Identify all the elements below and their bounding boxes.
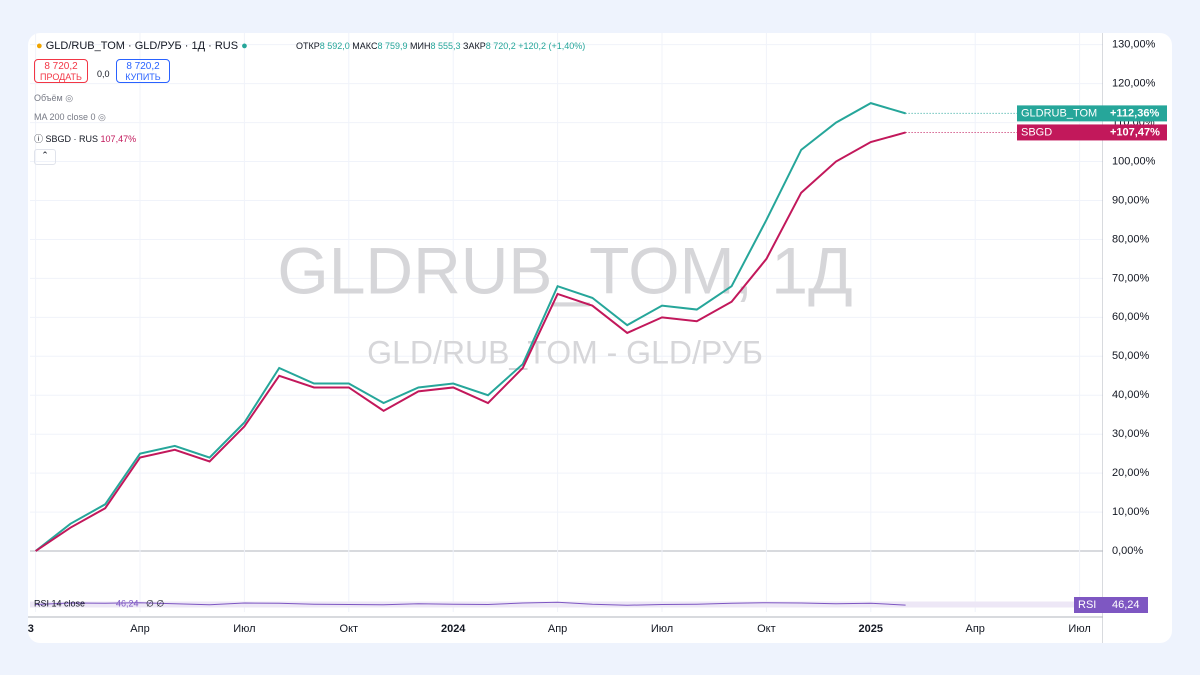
volume-text: Объём bbox=[34, 93, 63, 103]
chart: GLDRUB_TOM, 1Д GLD/RUB_TOM - GLD/РУБ 202… bbox=[28, 33, 1167, 643]
y-tick-label: 120,00% bbox=[1112, 78, 1156, 90]
buy-price: 8 720,2 bbox=[126, 61, 160, 72]
y-tick-label: 50,00% bbox=[1112, 350, 1150, 362]
buy-label: КУПИТЬ bbox=[125, 72, 161, 82]
series-tag bbox=[1017, 105, 1167, 122]
high: 8 759,9 bbox=[377, 41, 408, 51]
low-label: МИН bbox=[410, 41, 431, 51]
rsi-tag-name: RSI bbox=[1078, 599, 1096, 611]
compare-text: SBGD · RUS bbox=[45, 134, 99, 144]
y-tick-label: 70,00% bbox=[1112, 272, 1150, 284]
rsi-line bbox=[35, 601, 906, 606]
x-tick-label: Июл bbox=[233, 623, 255, 635]
series-tag-name: SBGD bbox=[1021, 126, 1052, 138]
rsi-extra: ∅ ∅ bbox=[146, 598, 164, 608]
close: 8 720,2 bbox=[485, 41, 516, 51]
close-label: ЗАКР bbox=[463, 41, 486, 51]
ohlc: ОТКР8 592,0 МАКС8 759,9 МИН8 555,3 ЗАКР8… bbox=[296, 41, 585, 51]
high-label: МАКС bbox=[352, 41, 378, 51]
spread: 0,0 bbox=[97, 69, 110, 79]
watermark-subtitle: GLD/RUB_TOM - GLD/РУБ bbox=[367, 334, 763, 370]
x-tick-label: Июл bbox=[651, 623, 673, 635]
series-tag-value: +107,47% bbox=[1110, 126, 1160, 138]
x-tick-label: 2024 bbox=[441, 623, 466, 635]
y-tick-label: 0,00% bbox=[1112, 545, 1143, 557]
compare: ⓘ SBGD · RUS 107,47% bbox=[34, 134, 137, 144]
ma: MA 200 close 0 ◎ bbox=[34, 112, 106, 122]
open: 8 592,0 bbox=[319, 41, 350, 51]
x-tick-label: Окт bbox=[757, 623, 776, 635]
series-tag-value: +112,36% bbox=[1110, 107, 1159, 119]
symbol-text: GLD/RUB_TOM · GLD/РУБ · 1Д · RUS bbox=[45, 40, 239, 52]
buy-button[interactable]: 8 720,2 КУПИТЬ bbox=[116, 59, 170, 83]
rsi-band bbox=[30, 601, 1103, 608]
series-line bbox=[35, 131, 906, 552]
x-tick-label: Апр bbox=[548, 623, 567, 635]
change: +120,2 (+1,40%) bbox=[518, 41, 586, 51]
x-tick-label: 2025 bbox=[859, 623, 883, 635]
y-tick-label: 10,00% bbox=[1112, 506, 1150, 518]
open-label: ОТКР bbox=[296, 41, 320, 51]
volume: Объём ◎ bbox=[34, 93, 74, 103]
x-tick-label: 2023 bbox=[28, 623, 34, 635]
rsi-name: RSI 14 close bbox=[34, 598, 85, 608]
sell-button[interactable]: 8 720,2 ПРОДАТЬ bbox=[34, 59, 88, 83]
series-line bbox=[34, 102, 906, 552]
y-tick-label: 30,00% bbox=[1112, 428, 1150, 440]
rsi-value: 46,24 bbox=[116, 598, 139, 608]
compare-value: 107,47% bbox=[100, 134, 137, 144]
series-tag-name: GLDRUB_TOM bbox=[1021, 107, 1097, 119]
y-tick-label: 100,00% bbox=[1112, 155, 1156, 167]
y-tick-label: 110,00% bbox=[1112, 116, 1155, 128]
y-tick-label: 20,00% bbox=[1112, 467, 1150, 479]
y-tick-label: 80,00% bbox=[1112, 233, 1150, 245]
x-tick-label: Июл bbox=[1068, 623, 1090, 635]
collapse-button[interactable]: ⌃ bbox=[34, 149, 56, 165]
y-tick-label: 60,00% bbox=[1112, 311, 1150, 323]
y-tick-label: 130,00% bbox=[1112, 39, 1156, 51]
y-tick-label: 90,00% bbox=[1112, 194, 1150, 206]
chart-card: GLDRUB_TOM, 1Д GLD/RUB_TOM - GLD/РУБ 202… bbox=[28, 33, 1172, 643]
series-tag bbox=[1017, 124, 1167, 141]
ma-text: MA 200 close 0 bbox=[34, 112, 96, 122]
x-tick-label: Окт bbox=[340, 623, 359, 635]
sell-label: ПРОДАТЬ bbox=[40, 72, 82, 82]
low: 8 555,3 bbox=[430, 41, 461, 51]
rsi-tag bbox=[1074, 597, 1148, 613]
y-tick-label: 40,00% bbox=[1112, 389, 1150, 401]
sell-price: 8 720,2 bbox=[44, 61, 78, 72]
symbol: ● GLD/RUB_TOM · GLD/РУБ · 1Д · RUS ● bbox=[36, 40, 248, 52]
rsi-tag-value: 46,24 bbox=[1112, 599, 1140, 611]
x-tick-label: Апр bbox=[965, 623, 984, 635]
x-tick-label: Апр bbox=[130, 623, 149, 635]
